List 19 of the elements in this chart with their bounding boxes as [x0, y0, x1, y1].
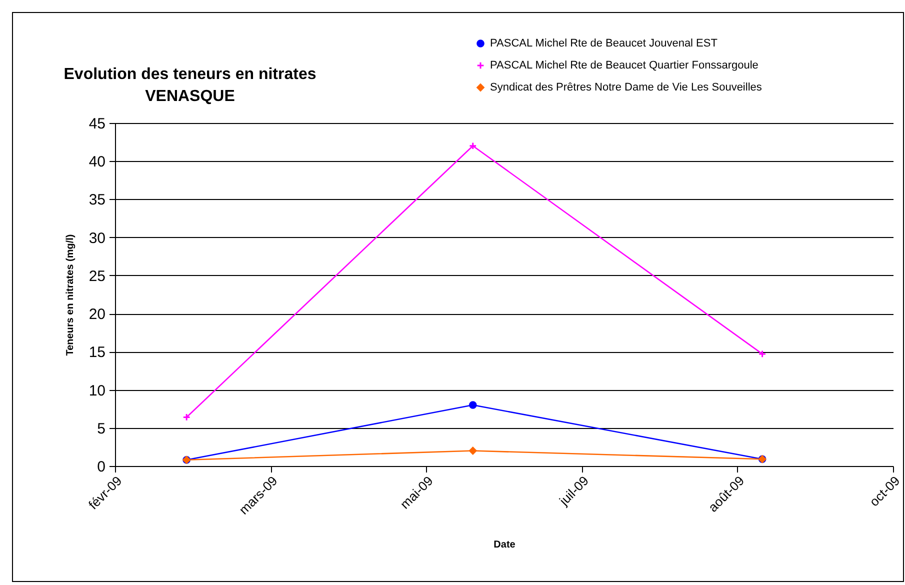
y-tick-label: 40 — [88, 154, 106, 171]
point — [468, 401, 477, 409]
point — [468, 446, 477, 455]
chart-title: Evolution des teneurs en nitrates VENASQUE — [62, 65, 318, 107]
y-tick-label: 20 — [88, 306, 106, 324]
y-tick-label: 10 — [88, 382, 106, 400]
y-tick-label: 45 — [88, 116, 106, 132]
legend-label: PASCAL Michel Rte de Beaucet Quartier Fonssargoule — [490, 60, 758, 72]
x-axis-title: Date — [494, 539, 516, 550]
y-tick-label: 35 — [88, 192, 106, 209]
y-axis-title: Teneurs en nitrates (mg/l) — [64, 234, 76, 356]
y-tick-label: 0 — [97, 458, 106, 476]
point — [468, 142, 477, 150]
legend-label: Syndicat des Prêtres Notre Dame de Vie Les Souveilles — [490, 82, 762, 94]
y-tick-label: 25 — [88, 268, 106, 285]
y-tick-label: 5 — [97, 420, 106, 438]
y-tick-label: 30 — [88, 230, 106, 247]
y-tick-label: 15 — [88, 344, 106, 362]
legend-label: PASCAL Michel Rte de Beaucet Jouvenal EST — [490, 38, 718, 50]
